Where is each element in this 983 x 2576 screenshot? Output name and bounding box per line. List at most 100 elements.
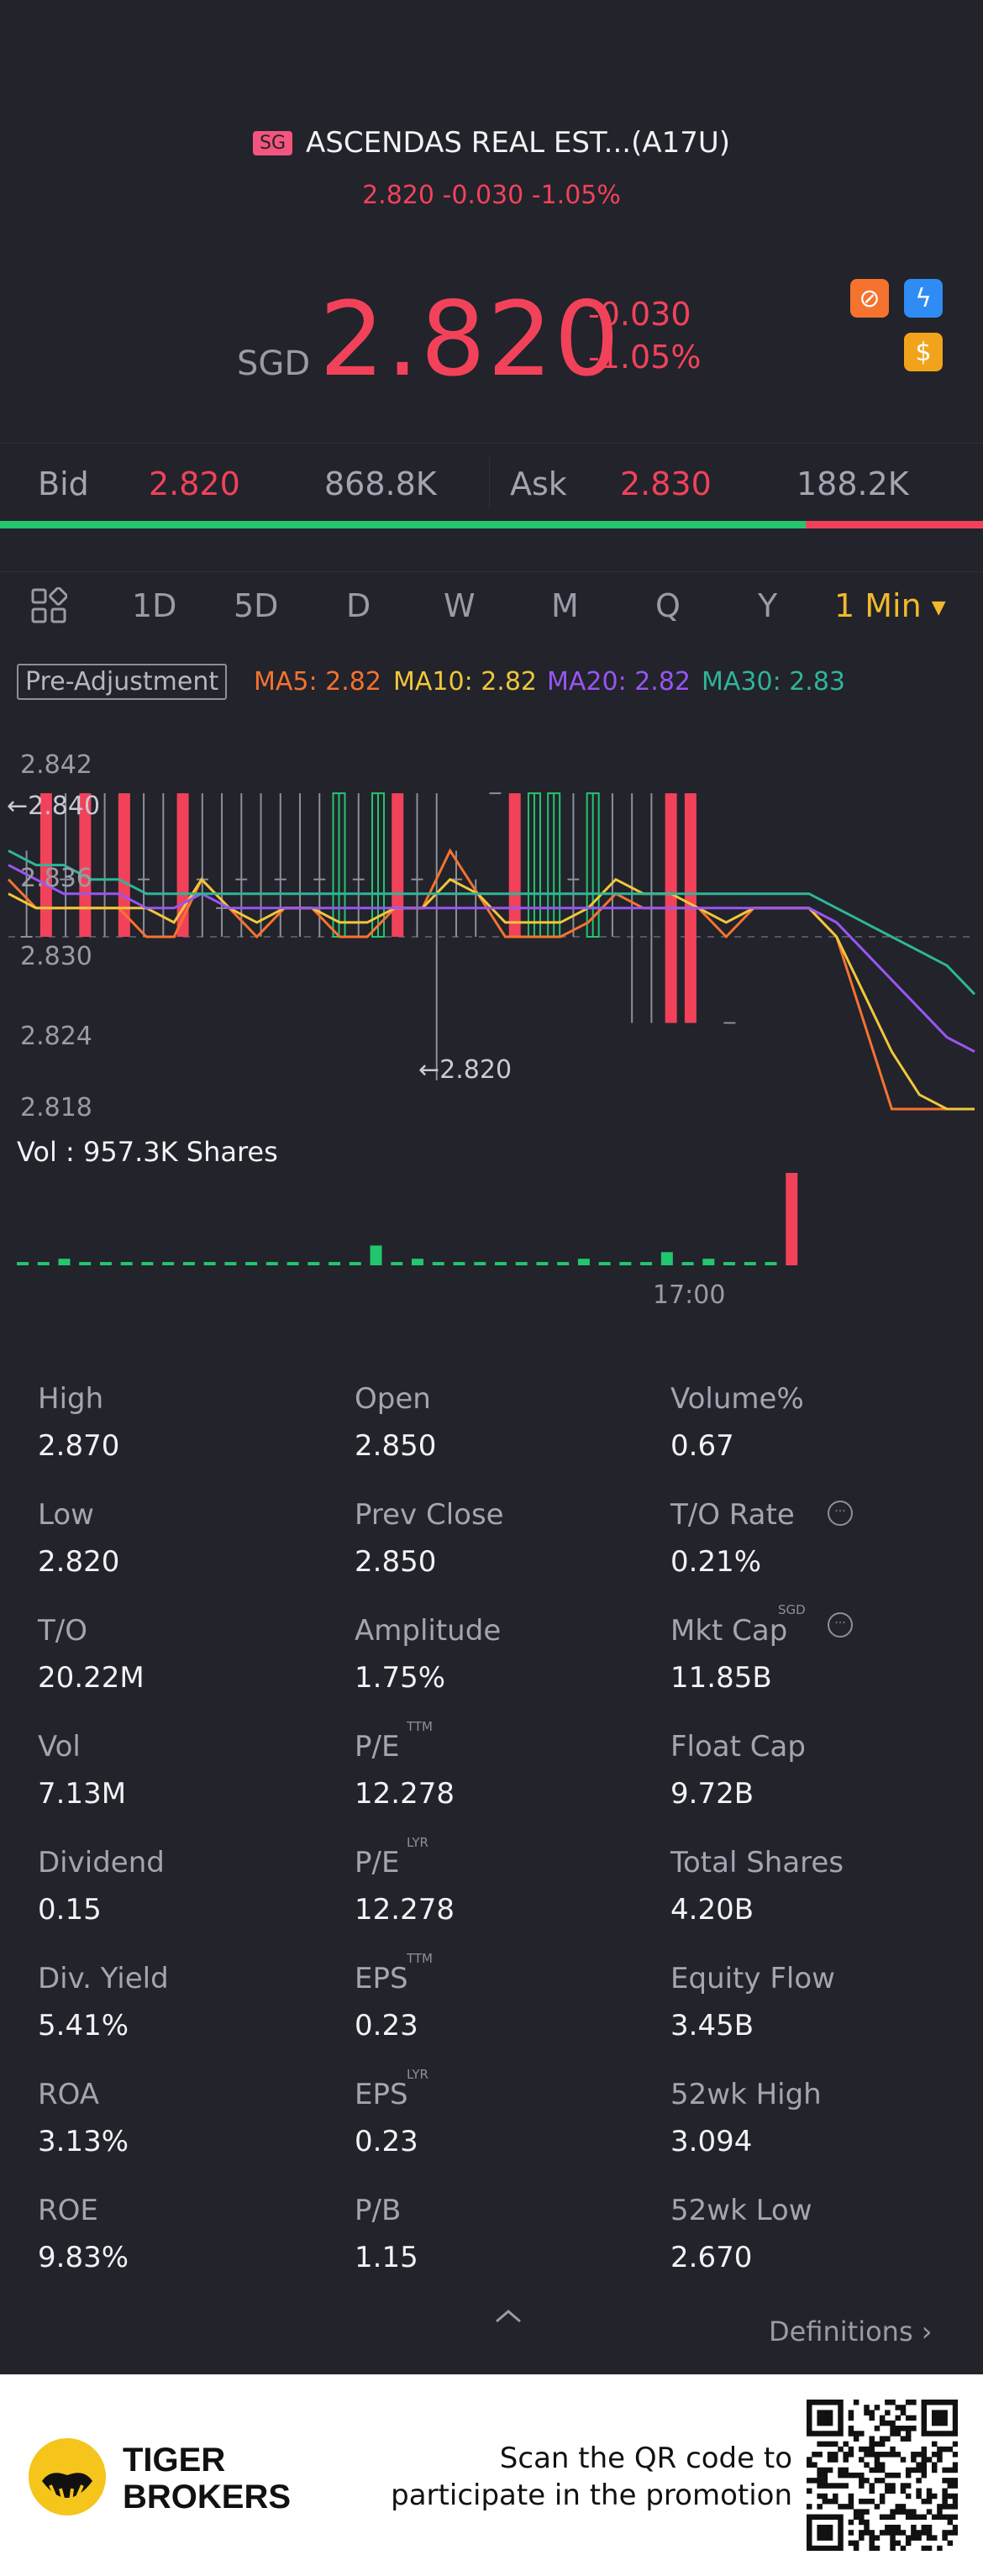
qr-module <box>833 2545 838 2551</box>
dollar-icon[interactable]: $ <box>904 333 943 371</box>
flash-icon[interactable]: ϟ <box>904 279 943 318</box>
qr-module <box>848 2472 854 2479</box>
stat-value: 12.278 <box>355 1777 455 1811</box>
pre-adjustment-toggle[interactable]: Pre-Adjustment <box>17 664 228 700</box>
qr-module <box>822 2472 828 2479</box>
qr-module <box>916 2488 922 2495</box>
qr-module <box>817 2524 823 2531</box>
qr-module <box>874 2462 880 2468</box>
qr-module <box>812 2400 817 2405</box>
stat-value: 0.15 <box>38 1893 102 1927</box>
qr-module <box>905 2400 912 2405</box>
tab-week[interactable]: W <box>444 587 476 624</box>
tab-1d[interactable]: 1D <box>132 587 177 624</box>
qr-module <box>890 2400 896 2405</box>
qr-module <box>921 2530 928 2536</box>
qr-module <box>942 2467 948 2473</box>
qr-module <box>911 2535 917 2541</box>
qr-module <box>937 2504 943 2510</box>
stat-label: Dividend <box>38 1846 165 1879</box>
volume-bar <box>432 1262 444 1265</box>
qr-module <box>931 2410 938 2416</box>
stat-value: 0.67 <box>670 1429 734 1463</box>
qr-module <box>859 2535 865 2541</box>
qr-code[interactable] <box>807 2400 958 2551</box>
qr-module <box>817 2420 823 2426</box>
qr-module <box>853 2436 859 2442</box>
stat-value: 1.15 <box>355 2241 418 2274</box>
volume-bar <box>162 1262 175 1265</box>
qr-module <box>905 2493 912 2500</box>
stat-value: 9.83% <box>38 2241 129 2274</box>
qr-module <box>812 2478 817 2484</box>
stat-value: 0.23 <box>355 2125 418 2158</box>
qr-module <box>942 2431 948 2437</box>
qr-module <box>822 2530 828 2536</box>
qr-module <box>817 2441 823 2447</box>
qr-module <box>931 2415 938 2421</box>
qr-module <box>812 2545 817 2551</box>
qr-module <box>812 2452 817 2458</box>
stat-label: Amplitude <box>355 1614 502 1648</box>
qr-module <box>952 2426 958 2431</box>
tab-year[interactable]: Y <box>758 587 778 624</box>
stat-label: P/B <box>355 2194 402 2227</box>
qr-module <box>952 2530 958 2536</box>
qr-module <box>874 2457 880 2463</box>
qr-module <box>911 2467 917 2473</box>
qr-module <box>926 2498 933 2505</box>
qr-module <box>838 2545 844 2551</box>
no-short-icon[interactable]: ⊘ <box>850 279 889 318</box>
qr-module <box>916 2514 922 2521</box>
qr-module <box>942 2498 948 2505</box>
tab-quarter[interactable]: Q <box>655 587 681 624</box>
tab-month[interactable]: M <box>551 587 579 624</box>
ma10-legend: MA10: 2.82 <box>393 667 538 697</box>
qr-module <box>916 2462 922 2468</box>
qr-module <box>848 2426 854 2431</box>
qr-module <box>848 2415 854 2421</box>
qr-module <box>822 2535 828 2541</box>
chevron-up-icon[interactable] <box>493 2306 523 2328</box>
qr-module <box>807 2426 812 2431</box>
superscript-label: TTM <box>407 1719 434 1734</box>
qr-module <box>827 2498 833 2505</box>
tab-5d[interactable]: 5D <box>234 587 279 624</box>
more-info-icon[interactable]: ··· <box>828 1501 853 1526</box>
qr-module <box>921 2431 928 2437</box>
qr-module <box>843 2504 849 2510</box>
qr-module <box>952 2415 958 2421</box>
qr-module <box>827 2524 833 2531</box>
qr-module <box>952 2524 958 2531</box>
more-info-icon[interactable]: ··· <box>828 1612 853 1638</box>
qr-module <box>807 2405 812 2410</box>
interval-dropdown[interactable]: 1 Min ▼ <box>834 587 946 624</box>
tab-day[interactable]: D <box>346 587 371 624</box>
qr-module <box>874 2504 880 2510</box>
qr-module <box>952 2493 958 2500</box>
volume-bar <box>370 1245 382 1265</box>
qr-module <box>911 2457 917 2463</box>
qr-module <box>869 2415 875 2421</box>
volume-bar <box>265 1262 278 1265</box>
qr-module <box>926 2457 933 2463</box>
qr-module <box>926 2545 933 2551</box>
qr-module <box>947 2519 954 2526</box>
price-chart[interactable] <box>0 739 983 1143</box>
qr-module <box>937 2509 943 2515</box>
qr-module <box>874 2478 880 2484</box>
qr-module <box>937 2420 943 2426</box>
stat-value: 11.85B <box>670 1661 772 1695</box>
qr-module <box>874 2467 880 2473</box>
qr-module <box>926 2535 933 2541</box>
qr-module <box>905 2436 912 2442</box>
volume-bar <box>723 1262 736 1265</box>
candle-body <box>392 793 404 937</box>
qr-module <box>931 2493 938 2500</box>
stat-label: Low <box>38 1498 94 1532</box>
qr-module <box>827 2452 833 2458</box>
definitions-link[interactable]: Definitions › <box>769 2316 933 2347</box>
qr-module <box>817 2472 823 2479</box>
qr-module <box>838 2524 844 2531</box>
grid-icon[interactable] <box>30 587 67 624</box>
